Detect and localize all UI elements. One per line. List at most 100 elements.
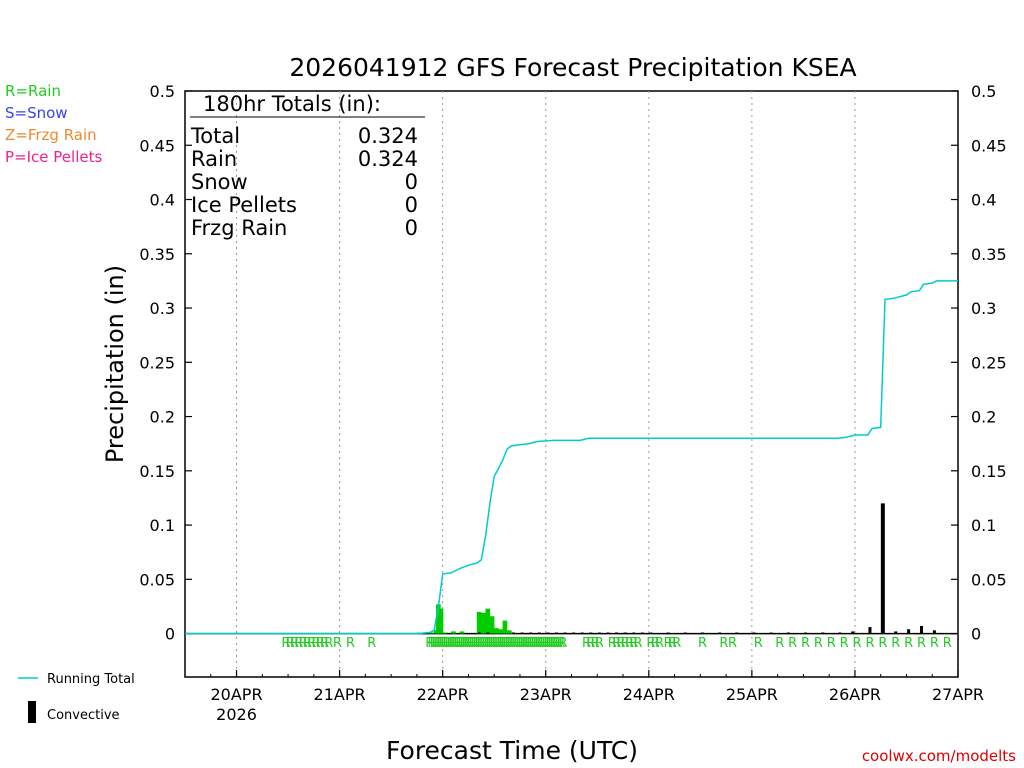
convective-bar <box>529 632 533 634</box>
convective-bar <box>572 632 576 634</box>
ptype-mark-rain: R <box>728 636 737 651</box>
ptype-mark-rain: R <box>651 636 660 651</box>
ptype-mark-rain: R <box>664 636 673 651</box>
totals-value-snow: 0 <box>405 170 418 194</box>
ptype-mark-rain: R <box>541 636 550 651</box>
ptype-mark-rain: R <box>520 636 529 651</box>
x-tick-label: 21APR <box>314 685 366 704</box>
ptype-mark-rain: R <box>535 636 544 651</box>
totals-label-total: Total <box>190 124 240 148</box>
convective-bar <box>786 632 790 634</box>
y-axis-left: 0.5 0.45 0.4 0.35 0.3 0.25 0.2 0.15 0.1 0.05 0 <box>139 82 192 644</box>
ptype-mark-rain: R <box>558 636 567 651</box>
x-tick-label: 24APR <box>623 685 675 704</box>
ptype-mark-rain: R <box>554 636 563 651</box>
ptype-mark-rain: R <box>530 636 539 651</box>
ptype-mark-rain: R <box>367 636 376 651</box>
rain-bar <box>498 629 504 634</box>
ptype-mark-rain: R <box>307 636 316 651</box>
ptype-mark-rain: R <box>539 636 548 651</box>
totals-label-snow: Snow <box>191 170 248 194</box>
ptype-mark-rain: R <box>492 636 501 651</box>
y-axis-right: 0.5 0.45 0.4 0.35 0.3 0.25 0.2 0.15 0.1 0.05 0 <box>951 82 1007 644</box>
ptype-mark-rain: R <box>586 636 595 651</box>
y-tick-label-left: 0.4 <box>150 191 175 210</box>
ptype-mark-rain: R <box>814 636 823 651</box>
y-tick-label-right: 0.15 <box>971 462 1007 481</box>
ptype-mark-rain: R <box>548 636 557 651</box>
totals-value-frzg-rain: 0 <box>405 216 418 240</box>
ptype-mark-rain: R <box>801 636 810 651</box>
legend-frzg-rain: Z=Frzg Rain <box>5 126 97 144</box>
ptype-mark-rain: R <box>320 636 329 651</box>
x-tick-sublabel: 2026 <box>216 705 257 724</box>
ptype-mark-rain: R <box>522 636 531 651</box>
ptype-mark-rain: R <box>425 636 434 651</box>
rain-bar <box>485 608 491 634</box>
ptype-mark-rain: R <box>477 636 486 651</box>
rain-bar <box>438 608 444 634</box>
ptype-mark-rain: R <box>445 636 454 651</box>
convective-bars <box>477 503 936 634</box>
rain-bar <box>451 631 456 634</box>
convective-bar <box>623 632 627 634</box>
ptype-mark-rain: R <box>496 636 505 651</box>
rain-bar <box>502 620 508 634</box>
convective-bar <box>512 632 516 634</box>
ptype-mark-rain: R <box>827 636 836 651</box>
totals-box: 180hr Totals (in): Total 0.324 Rain 0.32… <box>190 92 425 240</box>
convective-bar <box>894 631 898 634</box>
y-tick-label-right: 0.5 <box>971 82 996 101</box>
ptype-mark-rain: R <box>494 636 503 651</box>
y-tick-label-right: 0.35 <box>971 245 1007 264</box>
ptype-mark-rain: R <box>427 636 436 651</box>
ptype-mark-rain: R <box>498 636 507 651</box>
y-tick-label-right: 0.4 <box>971 191 996 210</box>
x-tick-label: 23APR <box>520 685 572 704</box>
convective-bar <box>597 632 601 634</box>
ptype-mark-rain: R <box>475 636 484 651</box>
y-tick-label-left: 0.25 <box>139 353 175 372</box>
ptype-mark-rain: R <box>533 636 542 651</box>
convective-bar <box>880 503 885 634</box>
ptype-mark-rain: R <box>904 636 913 651</box>
ptype-mark-rain: R <box>668 636 677 651</box>
ptype-mark-rain: R <box>455 636 464 651</box>
credit-text: coolwx.com/modelts <box>862 747 1016 765</box>
ptype-mark-rain: R <box>290 636 299 651</box>
y-tick-label-left: 0 <box>165 625 175 644</box>
ptype-legend: R=Rain S=Snow Z=Frzg Rain P=Ice Pellets <box>5 80 102 168</box>
ptype-mark-rain: R <box>513 636 522 651</box>
y-tick-label-left: 0.15 <box>139 462 175 481</box>
ptype-mark-rain: R <box>311 636 320 651</box>
ptype-mark-rain: R <box>629 636 638 651</box>
convective-bar <box>632 632 636 634</box>
rain-bars <box>416 604 516 634</box>
totals-label-frzg-rain: Frzg Rain <box>191 216 287 240</box>
convective-bar <box>486 632 490 634</box>
totals-value-total: 0.324 <box>358 124 418 148</box>
ptype-mark-rain: R <box>438 636 447 651</box>
y-tick-label-left: 0.35 <box>139 245 175 264</box>
y-tick-label-right: 0.25 <box>971 353 1007 372</box>
y-tick-label-left: 0.1 <box>150 516 175 535</box>
ptype-mark-rain: R <box>460 636 469 651</box>
ptype-mark-rain: R <box>943 636 952 651</box>
ptype-mark-rain: R <box>621 636 630 651</box>
ptype-mark-rain: R <box>451 636 460 651</box>
ptype-mark-rain: R <box>286 636 295 651</box>
ptype-mark-rain: R <box>483 636 492 651</box>
ptype-mark-rain: R <box>788 636 797 651</box>
convective-bar <box>851 631 855 634</box>
x-tick-label: 27APR <box>932 685 984 704</box>
ptype-mark-rain: R <box>281 636 290 651</box>
totals-value-ice-pellets: 0 <box>405 193 418 217</box>
y-tick-label-left: 0.5 <box>150 82 175 101</box>
ptype-mark-rain: R <box>462 636 471 651</box>
ptype-mark-rain: R <box>464 636 473 651</box>
ptype-mark-rain: R <box>608 636 617 651</box>
ptype-mark-rain: R <box>528 636 537 651</box>
